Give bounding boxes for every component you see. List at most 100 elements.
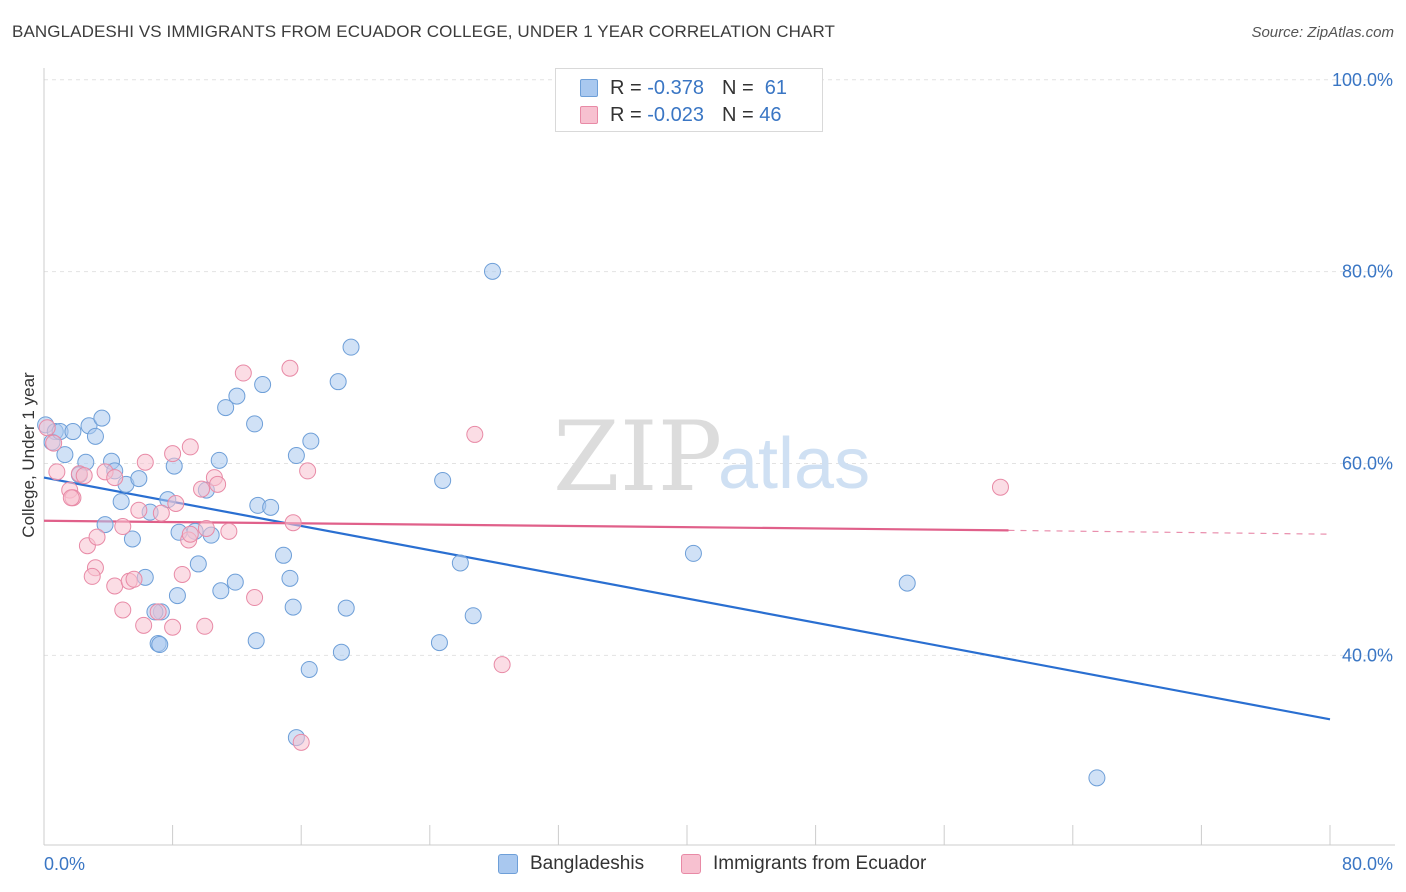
point-ecuador — [193, 480, 211, 498]
point-ecuador — [181, 438, 199, 456]
point-bangladeshis — [93, 409, 111, 427]
series-legend: Bangladeshis Immigrants from Ecuador — [0, 851, 1406, 879]
point-bangladeshis — [151, 636, 169, 654]
legend-n-value: 46 — [759, 103, 782, 126]
point-ecuador — [220, 522, 238, 540]
point-bangladeshis — [123, 530, 141, 548]
point-ecuador — [281, 359, 299, 377]
legend-r-value: -0.023 — [647, 103, 704, 126]
point-ecuador — [167, 495, 185, 513]
point-ecuador — [48, 463, 66, 481]
chart-title: BANGLADESHI VS IMMIGRANTS FROM ECUADOR C… — [12, 22, 835, 41]
y-tick-label: 80.0% — [1342, 262, 1393, 282]
point-bangladeshis — [483, 262, 501, 280]
series-legend-ecuador: Immigrants from Ecuador — [681, 853, 926, 875]
point-ecuador — [88, 528, 106, 546]
tick-labels: 100.0% 80.0% 60.0% 40.0% 0.0% 80.0% — [44, 70, 1393, 874]
point-bangladeshis — [247, 632, 265, 650]
point-ecuador — [197, 519, 215, 537]
point-bangladeshis — [228, 387, 246, 405]
point-bangladeshis — [451, 554, 469, 572]
point-ecuador — [135, 616, 153, 634]
y-tick-label: 60.0% — [1342, 453, 1393, 473]
point-bangladeshis — [96, 516, 114, 534]
source-credit: Source: ZipAtlas.com — [1251, 24, 1394, 41]
y-tick-label: 100.0% — [1332, 70, 1393, 90]
point-bangladeshis — [64, 423, 82, 441]
point-bangladeshis — [262, 498, 280, 516]
legend-n-label: N = — [721, 103, 754, 126]
point-ecuador — [493, 656, 511, 674]
correlation-legend: R = -0.378 N = 61 R = -0.023 N = 46 — [555, 68, 823, 132]
trend-ecuador-dashed — [1008, 529, 1331, 535]
point-ecuador — [125, 570, 143, 588]
point-ecuador — [991, 478, 1009, 496]
point-ecuador — [38, 419, 56, 437]
series-label-bangladeshis: Bangladeshis — [530, 853, 645, 874]
point-ecuador — [181, 525, 199, 543]
point-bangladeshis — [189, 555, 207, 573]
point-ecuador — [114, 518, 132, 536]
point-ecuador — [45, 434, 63, 452]
point-ecuador — [62, 489, 80, 507]
point-ecuador — [114, 601, 132, 619]
point-bangladeshis — [56, 446, 74, 464]
point-ecuador — [136, 453, 154, 471]
point-ecuador — [164, 445, 182, 463]
point-ecuador — [173, 565, 191, 583]
point-bangladeshis — [284, 598, 302, 616]
point-ecuador — [149, 603, 167, 621]
point-bangladeshis — [112, 493, 130, 511]
point-ecuador — [196, 617, 214, 635]
data-points — [37, 262, 1106, 787]
point-bangladeshis — [130, 470, 148, 488]
point-bangladeshis — [337, 599, 355, 617]
axes — [43, 68, 1395, 846]
point-ecuador — [299, 462, 317, 480]
trend-lines — [43, 476, 1331, 721]
point-bangladeshis — [329, 373, 347, 391]
point-ecuador — [130, 501, 148, 519]
point-bangladeshis — [281, 569, 299, 587]
legend-r-label: R = — [610, 76, 642, 99]
x-tick-label: 80.0% — [1342, 854, 1393, 874]
x-tick-label: 0.0% — [44, 854, 85, 874]
point-bangladeshis — [1088, 769, 1106, 787]
point-bangladeshis — [464, 607, 482, 625]
point-ecuador — [75, 467, 93, 485]
legend-swatch-ecuador — [580, 106, 598, 124]
point-ecuador — [234, 364, 252, 382]
point-ecuador — [106, 577, 124, 595]
legend-swatch-bangladeshis — [580, 79, 598, 97]
point-bangladeshis — [430, 634, 448, 652]
point-bangladeshis — [217, 399, 235, 417]
point-bangladeshis — [898, 574, 916, 592]
point-ecuador — [164, 618, 182, 636]
point-ecuador — [284, 514, 302, 532]
point-bangladeshis — [246, 415, 264, 433]
legend-row-bangladeshis: R = -0.378 N = 61 — [580, 76, 787, 100]
trend-bangladeshis — [43, 476, 1331, 721]
point-ecuador — [83, 567, 101, 585]
legend-row-ecuador: R = -0.023 N = 46 — [580, 103, 781, 127]
series-swatch-ecuador — [681, 854, 701, 874]
point-bangladeshis — [210, 451, 228, 469]
point-ecuador — [292, 733, 310, 751]
point-ecuador — [246, 589, 264, 607]
series-legend-bangladeshis: Bangladeshis — [498, 853, 644, 875]
point-bangladeshis — [275, 546, 293, 564]
legend-r-value: -0.378 — [647, 76, 704, 99]
y-tick-label: 40.0% — [1342, 645, 1393, 665]
point-bangladeshis — [342, 338, 360, 356]
point-bangladeshis — [212, 582, 230, 600]
point-bangladeshis — [684, 544, 702, 562]
point-bangladeshis — [300, 660, 318, 678]
point-bangladeshis — [226, 573, 244, 591]
point-ecuador — [152, 504, 170, 522]
legend-r-label: R = — [610, 103, 642, 126]
series-swatch-bangladeshis — [498, 854, 518, 874]
watermark-atlas: atlas — [718, 424, 870, 504]
point-bangladeshis — [302, 432, 320, 450]
legend-n-label: N = — [721, 76, 754, 99]
